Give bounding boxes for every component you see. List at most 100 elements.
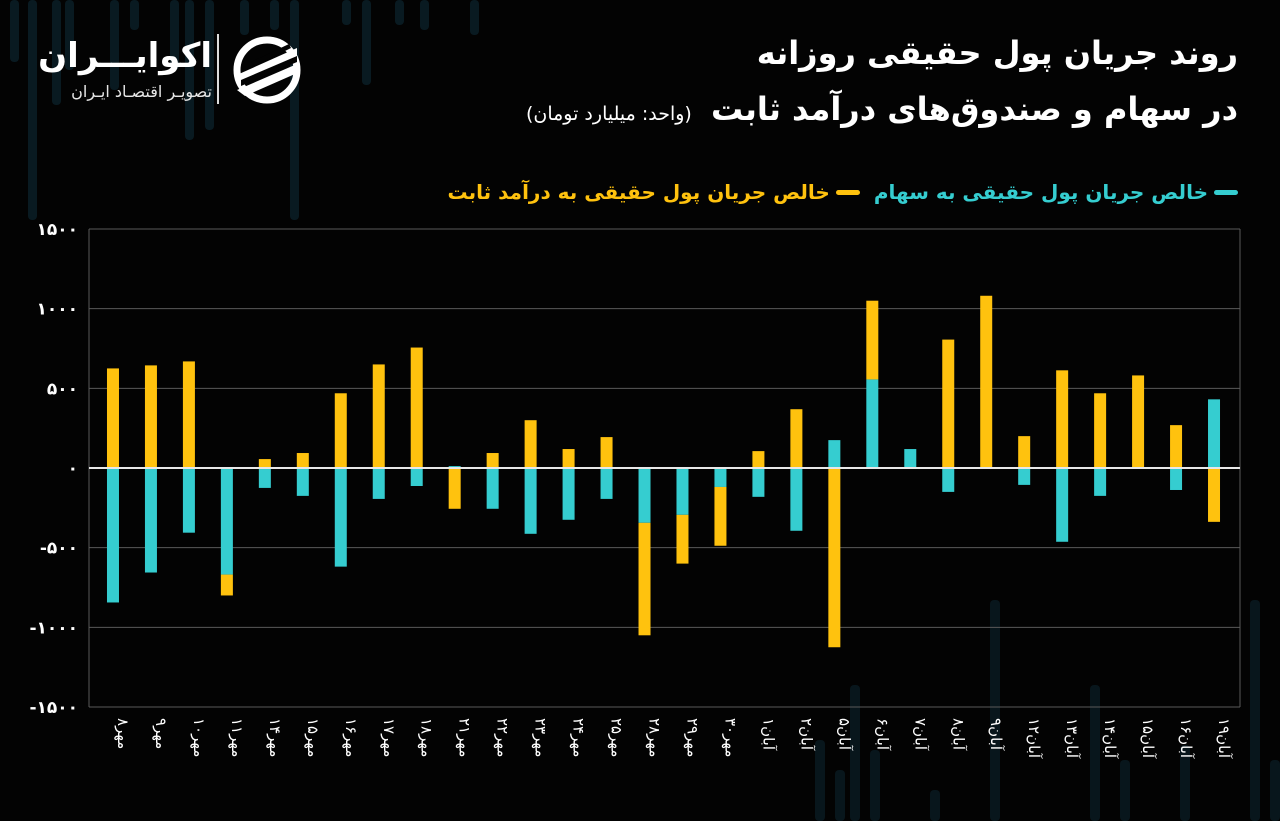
x-tick-label: آبان۱۶ (1177, 718, 1195, 759)
bar-segment (182, 468, 195, 533)
x-tick-label: آبان۵ (835, 718, 853, 751)
x-tick-label: آبان۲ (797, 718, 815, 751)
bar-segment (714, 468, 727, 487)
y-tick-label: -۵۰۰ (40, 539, 78, 559)
chart-title-line2-text: در سهام و صندوق‌های درآمد ثابت (710, 90, 1238, 128)
bar-segment (1094, 468, 1107, 496)
bar-segment (1094, 393, 1107, 468)
bar-segment (828, 440, 841, 468)
bar-segment (106, 368, 119, 468)
bar-segment (182, 361, 195, 468)
x-tick-label: مهر۲۵ (608, 718, 626, 757)
legend-label-fixed-income: خالص جریان پول حقیقی به درآمد ثابت (447, 180, 830, 204)
y-tick-label: ۵۰۰ (47, 379, 78, 399)
bar-segment (220, 468, 233, 575)
bar-segment (942, 468, 955, 492)
bar-segment (334, 393, 347, 468)
x-tick-label: مهر۱۸ (418, 718, 436, 757)
x-tick-label: مهر۹ (152, 718, 170, 749)
chart-title-line2: در سهام و صندوق‌های درآمد ثابت (واحد: می… (526, 90, 1238, 128)
x-tick-label: آبان۷ (911, 718, 929, 751)
x-tick-label: آبان۱۴ (1101, 718, 1119, 759)
bar-segment (676, 468, 689, 515)
x-tick-label: مهر۸ (114, 718, 132, 749)
bar-segment (600, 468, 613, 499)
bar-segment (410, 468, 423, 487)
y-tick-label: ۰ (68, 459, 78, 479)
ecoiran-logo-icon (233, 36, 301, 104)
y-tick-label: ۱۰۰۰ (36, 300, 78, 320)
bar-segment (1208, 468, 1221, 522)
bar-segment (1018, 468, 1031, 485)
bar-segment (904, 449, 917, 468)
bar-segment (372, 468, 385, 499)
x-tick-label: مهر۱۴ (266, 718, 284, 757)
bar-segment (600, 437, 613, 468)
x-tick-label: مهر۱۰ (190, 718, 208, 757)
x-tick-label: آبان۶ (873, 718, 891, 751)
bar-segment (714, 486, 727, 546)
bar-segment (1056, 468, 1069, 542)
bar-segment (752, 468, 765, 497)
logo-separator (217, 34, 219, 104)
bar-segment (486, 453, 499, 468)
x-tick-label: مهر۱۶ (342, 718, 360, 757)
legend-swatch-stocks-icon (1214, 189, 1238, 195)
brand-name: اکوایـــران (38, 36, 212, 76)
bar-segment (258, 468, 271, 488)
bar-segment (220, 574, 233, 596)
y-tick-label: ۱۵۰۰ (36, 220, 78, 240)
bar-segment (524, 468, 537, 534)
bar-segment (372, 364, 385, 468)
x-tick-label: آبان۱۵ (1139, 718, 1157, 759)
bar-segment (1208, 399, 1221, 468)
y-tick-label: -۱۰۰۰ (29, 618, 78, 638)
bar-segment (638, 468, 651, 523)
x-tick-label: مهر۲۹ (683, 718, 701, 757)
bar-segment (828, 468, 841, 648)
x-tick-label: مهر۲۳ (532, 718, 550, 757)
x-tick-label: مهر۱۷ (380, 718, 398, 757)
x-tick-label: مهر۲۸ (646, 718, 664, 757)
x-tick-label: آبان۱۳ (1063, 718, 1081, 759)
x-tick-label: مهر۲۱ (456, 718, 474, 757)
bar-segment (106, 468, 119, 603)
bar-segment (752, 451, 765, 468)
bar-segment (866, 300, 879, 380)
x-tick-label: مهر۳۰ (721, 718, 739, 757)
x-tick-label: آبان۱ (759, 718, 777, 751)
bar-segment (144, 365, 157, 468)
bar-segment (296, 468, 309, 496)
bar-segment (1132, 375, 1145, 468)
bar-segment (562, 449, 575, 468)
bar-segment (790, 468, 803, 531)
bar-segment (296, 453, 309, 468)
chart-legend: خالص جریان پول حقیقی به سهام خالص جریان … (447, 180, 1238, 204)
x-tick-label: مهر۱۵ (304, 718, 322, 757)
bar-segment (1170, 468, 1183, 490)
bar-segment (144, 468, 157, 573)
bar-segment (1018, 436, 1031, 468)
bar-segment (980, 295, 993, 468)
y-tick-label: -۱۵۰۰ (29, 698, 78, 718)
bar-segment (1056, 370, 1069, 468)
bar-segment (448, 468, 461, 509)
x-tick-label: آبان۸ (949, 718, 967, 751)
legend-item-stocks: خالص جریان پول حقیقی به سهام (874, 180, 1238, 204)
x-tick-label: مهر۲۲ (494, 718, 512, 757)
legend-label-stocks: خالص جریان پول حقیقی به سهام (873, 180, 1208, 204)
bar-segment (486, 468, 499, 509)
bar-segment (1170, 425, 1183, 468)
x-tick-label: مهر۲۴ (570, 718, 588, 757)
x-tick-label: آبان۹ (987, 718, 1005, 751)
legend-swatch-fixed-income-icon (835, 189, 860, 195)
bar-segment (942, 339, 955, 468)
bar-segment (562, 468, 575, 520)
chart-title-line1: روند جریان پول حقیقی روزانه (756, 34, 1238, 72)
x-tick-label: آبان۱۲ (1025, 718, 1043, 759)
legend-item-fixed-income: خالص جریان پول حقیقی به درآمد ثابت (447, 180, 860, 204)
brand-tagline: تصویـر اقتصـاد ایـران (71, 82, 212, 101)
bar-segment (524, 420, 537, 468)
bar-segment (866, 379, 879, 468)
